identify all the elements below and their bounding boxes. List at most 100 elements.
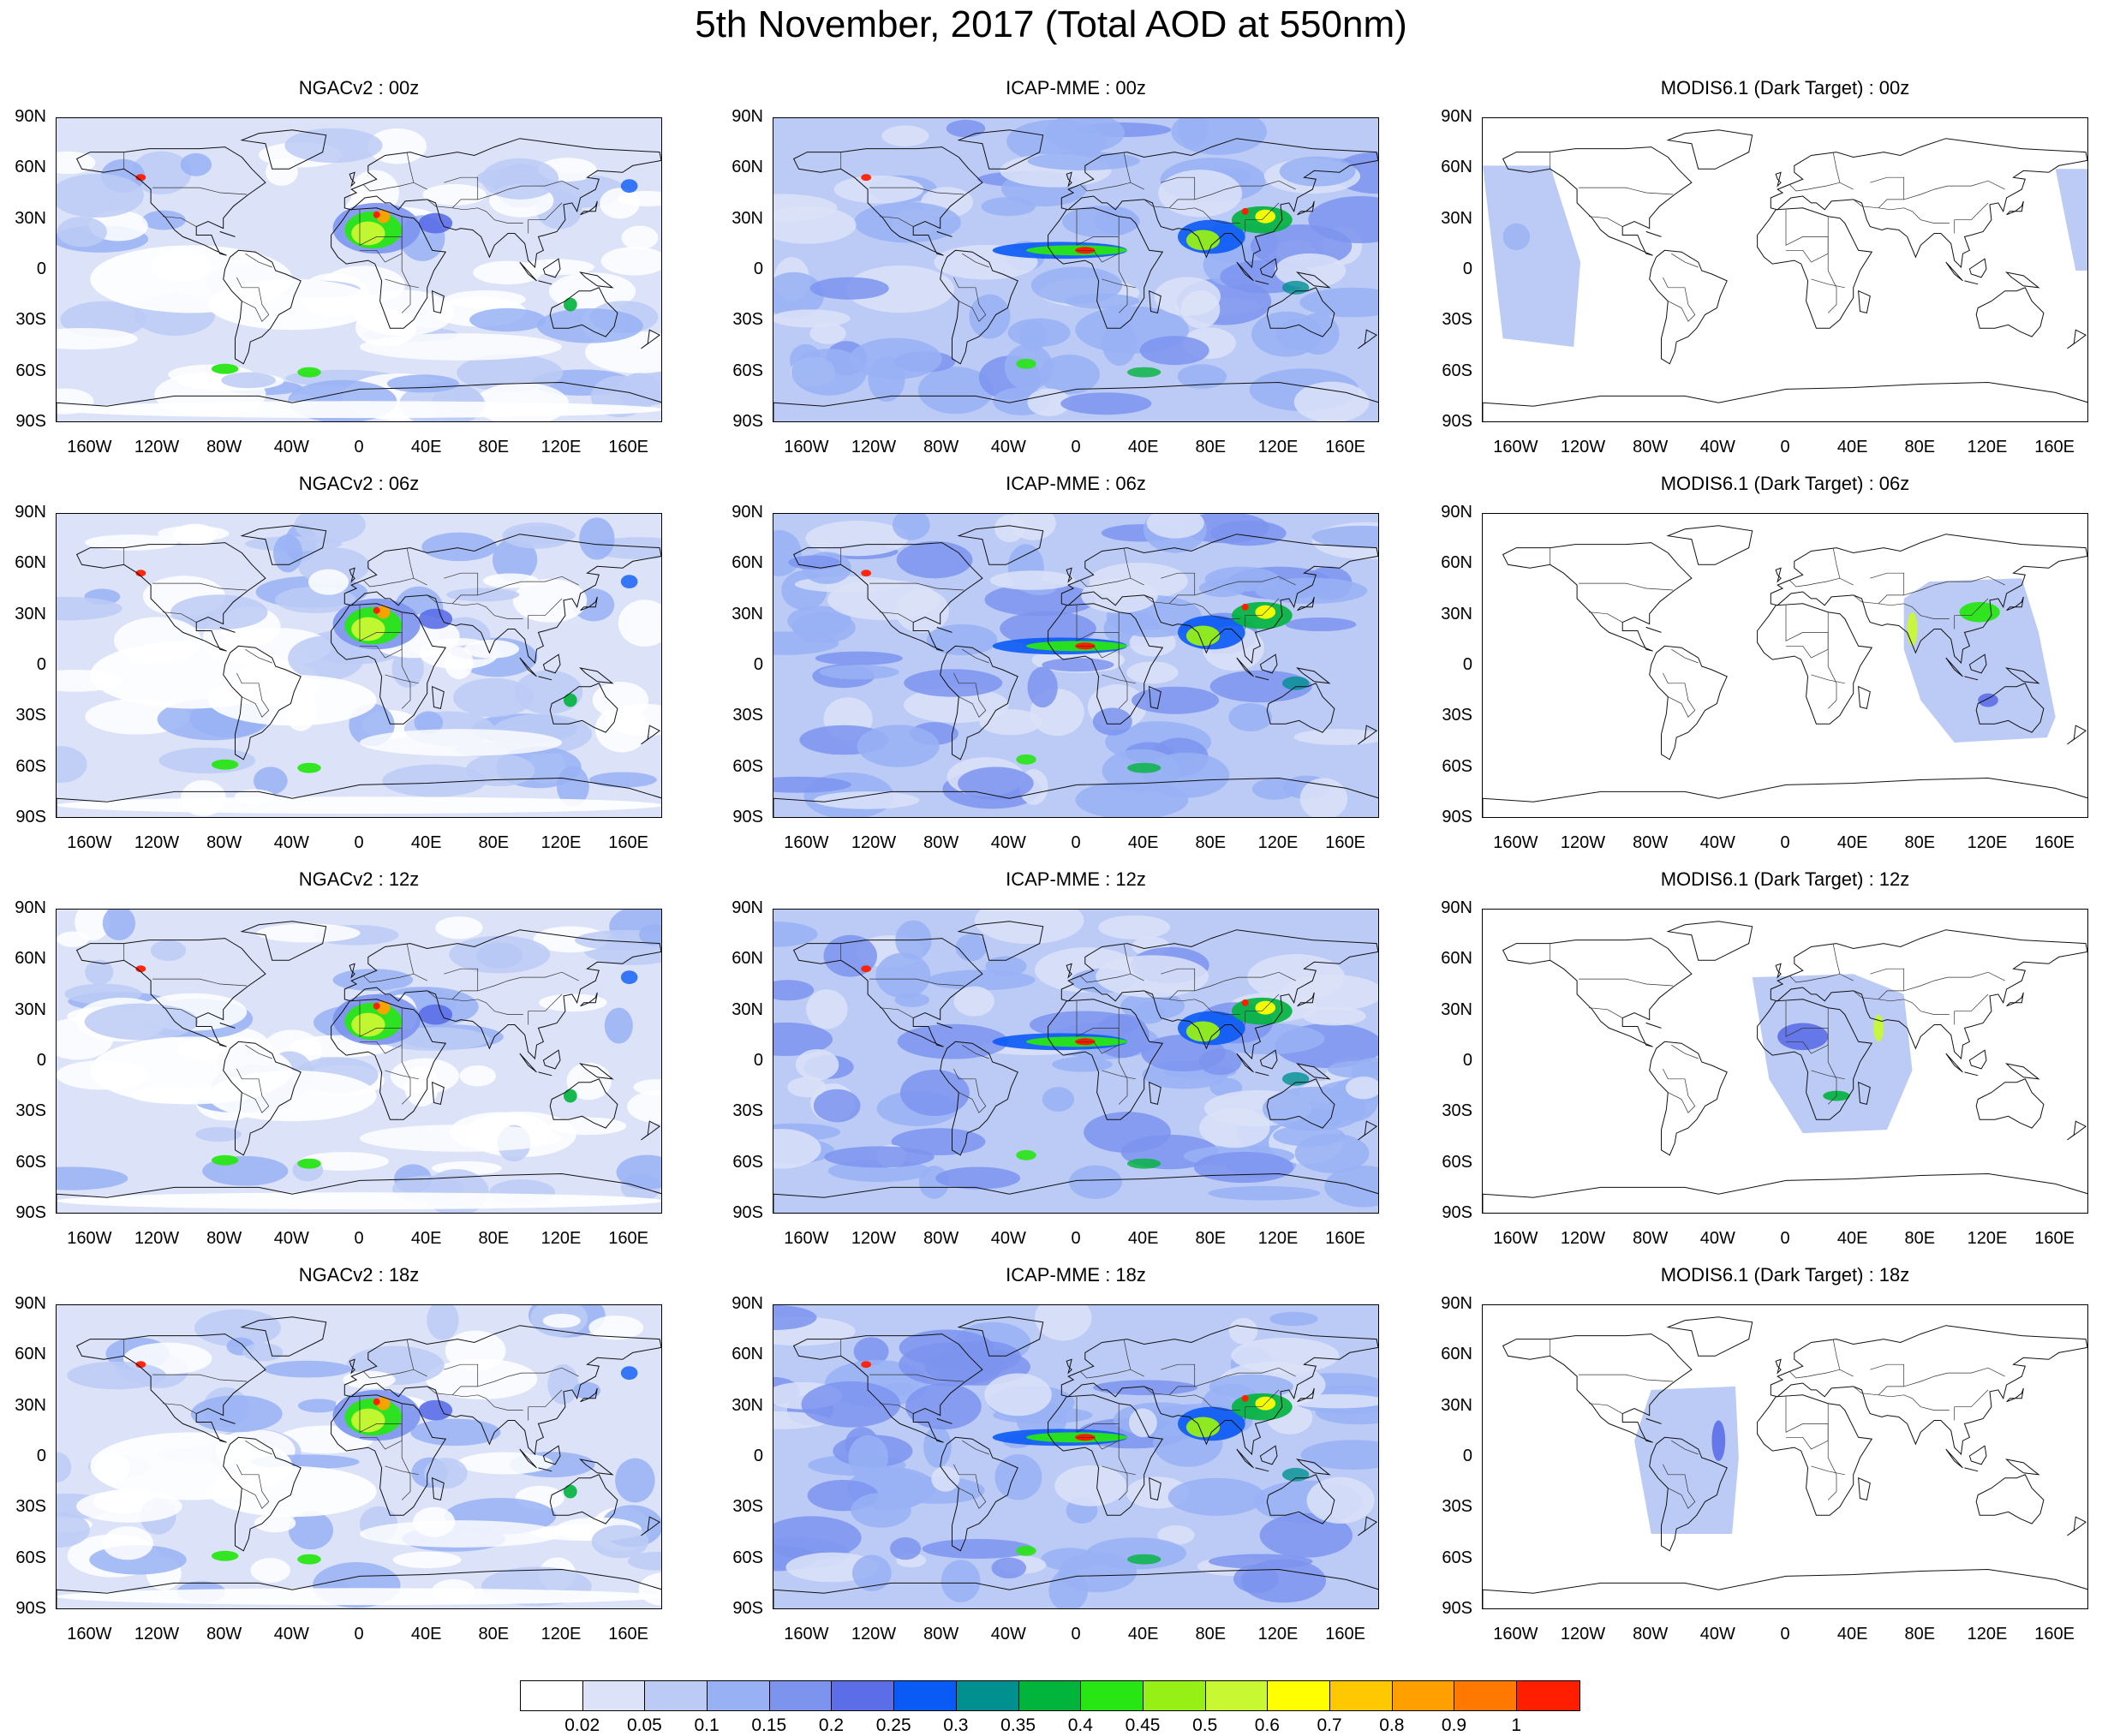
aod-field-patch [923, 1426, 952, 1468]
lat-tick-label: 60S [1428, 757, 1472, 777]
aod-field-patch [1960, 602, 2000, 623]
lat-tick-label: 0 [2, 655, 46, 675]
lat-tick-label: 60S [2, 361, 46, 381]
colorbar-label: 0.7 [1304, 1715, 1355, 1736]
aod-field-patch [453, 678, 534, 718]
lon-tick-label: 120W [127, 1229, 187, 1249]
aod-field-patch [904, 669, 1002, 696]
aod-field-patch [351, 222, 385, 246]
lon-tick-label: 40W [1687, 1625, 1747, 1644]
lat-tick-label: 90N [1428, 107, 1472, 127]
lat-tick-label: 90N [2, 898, 46, 918]
aod-field-patch [1503, 224, 1530, 251]
lon-tick-label: 40E [1823, 833, 1883, 853]
lon-tick-label: 40W [1687, 1229, 1747, 1249]
lon-tick-label: 80E [1890, 1229, 1950, 1249]
lon-tick-label: 160E [599, 1229, 659, 1249]
aod-field-patch [897, 541, 973, 578]
panel-title: ICAP-MME : 12z [773, 868, 1379, 891]
aod-field-patch [1199, 579, 1246, 597]
lon-tick-label: 160E [599, 833, 659, 853]
aod-field-patch [958, 767, 1034, 799]
aod-field-patch [1186, 1022, 1220, 1042]
colorbar-box [1206, 1681, 1269, 1710]
aod-field-patch [208, 279, 377, 330]
aod-field-patch [802, 1381, 901, 1428]
aod-field-patch [819, 665, 899, 679]
aod-field-patch [861, 174, 871, 181]
aod-field-patch [264, 1361, 351, 1378]
aod-field-patch [297, 1554, 321, 1565]
lon-tick-label: 160W [59, 833, 119, 853]
map-frame [56, 1304, 662, 1609]
colorbar-label: 0.1 [681, 1715, 732, 1736]
lat-tick-label: 60S [719, 1548, 763, 1568]
lon-tick-label: 120E [531, 833, 591, 853]
lon-tick-label: 80E [1180, 833, 1240, 853]
aod-field-patch [1127, 1554, 1161, 1565]
lon-tick-label: 160W [776, 1625, 836, 1644]
lat-tick-label: 30S [1428, 310, 1472, 330]
map-panel: ICAP-MME : 12z90N60N30N030S60S90S160W120… [717, 868, 1435, 1250]
aod-field-patch [941, 1560, 981, 1602]
aod-field-patch [208, 1466, 377, 1517]
colorbar-label: 0.15 [743, 1715, 795, 1736]
panel-title: MODIS6.1 (Dark Target) : 00z [1482, 77, 2088, 99]
aod-field-patch [1096, 955, 1209, 997]
lon-tick-label: 160E [2025, 833, 2085, 853]
aod-field-patch [297, 367, 321, 378]
aod-field-patch [1031, 267, 1122, 304]
aod-field-patch [895, 589, 949, 633]
lat-tick-label: 30N [2, 605, 46, 624]
aod-field-patch [773, 309, 851, 327]
aod-field-patch [1286, 617, 1357, 631]
colorbar-box [1330, 1681, 1393, 1710]
map-frame [56, 909, 662, 1214]
aod-field-patch [899, 1330, 994, 1366]
lat-tick-label: 90N [1428, 503, 1472, 522]
aod-field-patch [792, 612, 856, 643]
aod-field-patch [1084, 1112, 1171, 1153]
aod-map [57, 118, 662, 422]
lon-tick-label: 80E [1180, 1625, 1240, 1644]
aod-field-patch [579, 517, 614, 559]
aod-field-patch [851, 1493, 911, 1528]
aod-field-patch [502, 522, 572, 549]
aod-field-patch [85, 1004, 199, 1041]
lat-tick-label: 30S [1428, 1101, 1472, 1121]
aod-field-patch [1242, 1395, 1249, 1402]
aod-field-patch [360, 1125, 562, 1152]
aod-field-patch [1098, 916, 1170, 940]
aod-field-patch [1908, 612, 1918, 647]
aod-field-patch [460, 1065, 496, 1086]
lat-tick-label: 90N [719, 898, 763, 918]
aod-field-patch [57, 401, 662, 418]
aod-field-patch [564, 298, 577, 312]
lon-tick-label: 160E [599, 438, 659, 457]
lon-tick-label: 40W [261, 438, 321, 457]
lon-tick-label: 40E [1823, 438, 1883, 457]
lon-tick-label: 120W [1553, 1229, 1613, 1249]
lat-tick-label: 60S [719, 1153, 763, 1172]
aod-field-patch [1307, 1477, 1375, 1524]
aod-field-patch [1095, 206, 1138, 234]
aod-field-patch [564, 1089, 577, 1103]
lat-tick-label: 90N [719, 1294, 763, 1314]
aod-field-patch [57, 932, 88, 947]
lon-tick-label: 120W [844, 1229, 904, 1249]
satellite-swath [1634, 1387, 1739, 1534]
map-frame [1482, 1304, 2088, 1609]
lon-tick-label: 120E [1248, 1229, 1308, 1249]
lat-tick-label: 60S [2, 1548, 46, 1568]
aod-field-patch [1282, 1468, 1309, 1482]
aod-field-patch [221, 373, 276, 389]
aod-field-patch [1127, 763, 1161, 773]
lat-tick-label: 30N [719, 1396, 763, 1416]
colorbar-box [1081, 1681, 1144, 1710]
lat-tick-label: 90N [2, 1294, 46, 1314]
lat-tick-label: 30S [1428, 1497, 1472, 1517]
aod-field-patch [927, 624, 998, 655]
colorbar-box [708, 1681, 770, 1710]
aod-field-patch [1039, 355, 1100, 394]
lon-tick-label: 120W [1553, 438, 1613, 457]
